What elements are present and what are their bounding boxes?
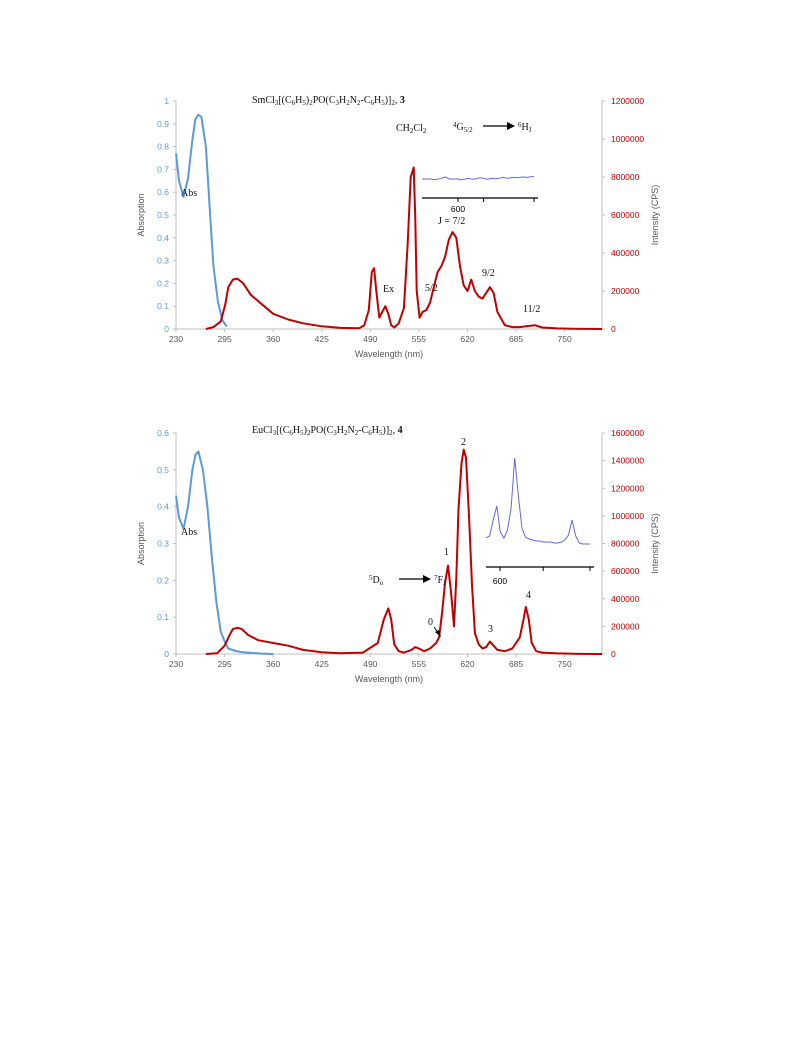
inset-tick-label: 600 <box>493 576 507 586</box>
x-tick-label: 230 <box>169 334 183 344</box>
chart-title: EuCl3[(C6H5)2PO(C3H2N2-C6H5)]2, 4 <box>252 425 403 437</box>
transition-label-arrow-head <box>423 575 431 583</box>
label-0: 0 <box>428 617 433 628</box>
y-tick-label: 0.6 <box>157 187 169 197</box>
y2-tick-label: 1000000 <box>611 511 644 521</box>
y-tick-label: 1 <box>164 96 169 106</box>
x-tick-label: 555 <box>412 659 426 669</box>
y-tick-label: 0 <box>164 649 169 659</box>
x-tick-label: 620 <box>460 659 474 669</box>
emission-series-line <box>205 166 603 330</box>
y2-tick-label: 800000 <box>611 539 640 549</box>
y-axis-title: Absorption <box>136 522 146 565</box>
y2-tick-label: 1600000 <box>611 428 644 438</box>
y-tick-label: 0.5 <box>157 210 169 220</box>
y-tick-label: 0.4 <box>157 233 169 243</box>
label-ex: Ex <box>383 284 394 295</box>
chart-2: 230 295 360 425 490 555 620 685 75000.10.20.30.4… <box>136 428 660 684</box>
label-4: 4 <box>526 590 531 601</box>
x-tick-label: 685 <box>509 334 523 344</box>
x-tick-label: 425 <box>315 659 329 669</box>
y2-tick-label: 800000 <box>611 172 640 182</box>
y2-tick-label: 200000 <box>611 286 640 296</box>
label-abs: Abs <box>181 188 197 199</box>
x-axis-title: Wavelength (nm) <box>355 349 423 359</box>
inset-spectrum-line <box>421 175 535 181</box>
x-tick-label: 750 <box>558 659 572 669</box>
x-tick-label: 490 <box>363 659 377 669</box>
y-tick-label: 0.3 <box>157 539 169 549</box>
chart-title: SmCl3[(C6H5)2PO(C3H2N2-C6H5)]2, 3 <box>252 95 405 107</box>
x-tick-label: 295 <box>217 659 231 669</box>
y-tick-label: 0.7 <box>157 164 169 174</box>
x-tick-label: 360 <box>266 334 280 344</box>
y2-tick-label: 0 <box>611 649 616 659</box>
y2-tick-label: 200000 <box>611 621 640 631</box>
label-1: 1 <box>444 547 449 558</box>
x-tick-label: 230 <box>169 659 183 669</box>
transition-label: 5Do 7FJ <box>369 574 446 587</box>
x-tick-label: 620 <box>460 334 474 344</box>
y-tick-label: 0.9 <box>157 119 169 129</box>
transition-label: 4G5/2 6HJ <box>453 121 532 134</box>
y2-tick-label: 0 <box>611 324 616 334</box>
label-2: 2 <box>461 437 466 448</box>
x-axis-title: Wavelength (nm) <box>355 674 423 684</box>
emission-series-line <box>205 448 603 655</box>
y-tick-label: 0.1 <box>157 612 169 622</box>
label-abs: Abs <box>181 527 197 538</box>
absorption-series-line <box>175 450 274 655</box>
label-3: 3 <box>488 624 493 635</box>
y2-tick-label: 1200000 <box>611 483 644 493</box>
label-j112: 11/2 <box>523 304 540 315</box>
y-tick-label: 0.5 <box>157 465 169 475</box>
x-tick-label: 295 <box>217 334 231 344</box>
x-tick-label: 360 <box>266 659 280 669</box>
x-tick-label: 685 <box>509 659 523 669</box>
y2-tick-label: 1000000 <box>611 134 644 144</box>
y-tick-label: 0.6 <box>157 428 169 438</box>
inset-tick-label: 600 <box>451 204 465 214</box>
y-tick-label: 0 <box>164 324 169 334</box>
y-tick-label: 0.2 <box>157 278 169 288</box>
y-tick-label: 0.4 <box>157 502 169 512</box>
y2-tick-label: 600000 <box>611 210 640 220</box>
y2-tick-label: 600000 <box>611 566 640 576</box>
transition-label-arrow-head <box>507 122 515 130</box>
transition-label-right: 6HJ <box>518 121 532 134</box>
y-tick-label: 0.2 <box>157 575 169 585</box>
label-0-arrowhead <box>435 630 441 637</box>
y2-tick-label: 1400000 <box>611 456 644 466</box>
x-tick-label: 555 <box>412 334 426 344</box>
label-solvent: CH2Cl2 <box>396 123 427 135</box>
y2-tick-label: 400000 <box>611 248 640 258</box>
y2-axis-title: Intensity (CPS) <box>650 513 660 574</box>
x-tick-label: 425 <box>315 334 329 344</box>
y2-tick-label: 1200000 <box>611 96 644 106</box>
chart-1: 230 295 360 425 490 555 620 685 750 0 0.1 0.2 0.3 0.4… <box>136 96 660 359</box>
inset-spectrum-line <box>485 457 590 545</box>
label-j92: 9/2 <box>482 268 495 279</box>
label-j52: 5/2 <box>425 283 438 294</box>
x-tick-label: 490 <box>363 334 377 344</box>
label-j72: J = 7/2 <box>438 216 465 227</box>
transition-label-left: 4G5/2 <box>453 121 473 134</box>
x-tick-label: 750 <box>558 334 572 344</box>
y-tick-label: 0.8 <box>157 142 169 152</box>
y-tick-label: 0.3 <box>157 256 169 266</box>
y-tick-label: 0.1 <box>157 301 169 311</box>
y2-tick-label: 400000 <box>611 594 640 604</box>
transition-label-left: 5Do <box>369 574 384 587</box>
transition-label-right: 7FJ <box>434 574 446 587</box>
y-axis-title: Absorption <box>136 193 146 236</box>
absorption-series-line <box>175 113 228 328</box>
y2-axis-title: Intensity (CPS) <box>650 185 660 246</box>
